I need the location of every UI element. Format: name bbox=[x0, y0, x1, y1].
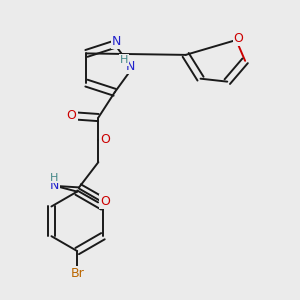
Text: O: O bbox=[234, 32, 244, 45]
Text: N: N bbox=[126, 60, 135, 73]
Text: N: N bbox=[50, 178, 59, 191]
Text: H: H bbox=[50, 172, 58, 183]
Text: Br: Br bbox=[70, 267, 84, 280]
Text: H: H bbox=[120, 55, 128, 65]
Text: O: O bbox=[100, 133, 110, 146]
Text: O: O bbox=[67, 109, 76, 122]
Text: N: N bbox=[112, 35, 121, 48]
Text: O: O bbox=[100, 195, 110, 208]
